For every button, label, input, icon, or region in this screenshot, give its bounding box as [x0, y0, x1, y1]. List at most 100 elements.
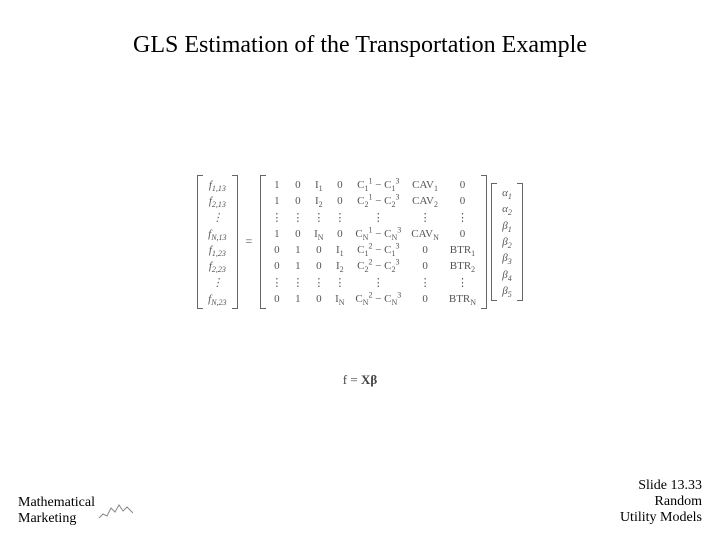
- matrix-cell: C21 − C23: [352, 193, 404, 209]
- page-title: GLS Estimation of the Transportation Exa…: [0, 32, 720, 59]
- vector-entry: α2: [497, 201, 517, 217]
- vector-entry: β3: [497, 250, 516, 266]
- matrix-cell: ⋮: [452, 210, 473, 226]
- matrix-cell: CN2 − CN3: [350, 291, 406, 307]
- matrix-cell: CN1 − CN3: [350, 226, 406, 242]
- matrix-column: 11⋮100⋮0: [266, 175, 287, 309]
- matrix-cell: CAVN: [406, 226, 444, 242]
- matrix-cell: I1: [331, 242, 349, 258]
- vector-entry: fN,13: [203, 226, 231, 242]
- matrix-cell: 0: [417, 258, 433, 274]
- matrix-cell: 0: [290, 193, 306, 209]
- matrix-column: 00⋮011⋮1: [287, 175, 308, 309]
- matrix-cell: BTR1: [445, 242, 480, 258]
- slide: GLS Estimation of the Transportation Exa…: [0, 0, 720, 540]
- matrix-column: 00⋮0I1I2⋮IN: [329, 175, 350, 309]
- bracket-left-icon: [197, 175, 203, 309]
- matrix-cell: 0: [455, 193, 471, 209]
- matrix-cell: IN: [330, 291, 349, 307]
- beta-vector: α1α2β1β2β3β4β5: [491, 183, 523, 301]
- matrix-cell: 0: [455, 226, 471, 242]
- matrix-cell: ⋮: [415, 275, 436, 291]
- matrix-cell: C22 − C23: [352, 258, 404, 274]
- sparkline-icon: [99, 502, 133, 520]
- matrix-cell: 0: [311, 242, 327, 258]
- vector-entry: f1,13: [204, 177, 231, 193]
- matrix-cell: 0: [332, 177, 348, 193]
- vector-entry: β2: [497, 234, 516, 250]
- lhs-column: f1,13f2,13⋮fN,13f1,23f2,23⋮fN,23: [203, 175, 231, 309]
- bracket-right-icon: [481, 175, 487, 309]
- matrix-cell: ⋮: [329, 210, 350, 226]
- matrix-cell: BTRN: [444, 291, 481, 307]
- slide-number: Slide 13.33: [620, 478, 702, 494]
- vector-entry: f2,23: [204, 258, 231, 274]
- footer-right: Slide 13.33 Random Utility Models: [620, 478, 702, 526]
- matrix-cell: IN: [309, 226, 328, 242]
- vector-entry: ⋮: [207, 275, 228, 291]
- matrix-cell: 1: [290, 291, 306, 307]
- equation-block: f1,13f2,13⋮fN,13f1,23f2,23⋮fN,23 = 11⋮10…: [0, 175, 720, 309]
- matrix-cell: ⋮: [308, 210, 329, 226]
- matrix-column: C11 − C13C21 − C23⋮CN1 − CN3C12 − C13C22…: [350, 175, 406, 309]
- matrix-cell: 0: [455, 177, 471, 193]
- matrix-cell: 0: [311, 258, 327, 274]
- footer-left-line2: Marketing: [18, 511, 95, 526]
- vector-entry: β4: [497, 267, 516, 283]
- matrix-cell: ⋮: [368, 275, 389, 291]
- matrix-cell: 1: [290, 242, 306, 258]
- matrix-cell: ⋮: [266, 275, 287, 291]
- matrix-cell: CAV1: [407, 177, 443, 193]
- matrix-cell: 0: [290, 226, 306, 242]
- matrix-cell: 0: [290, 177, 306, 193]
- vector-entry: ⋮: [207, 210, 228, 226]
- matrix-cell: ⋮: [266, 210, 287, 226]
- matrix-cell: I2: [331, 258, 349, 274]
- matrix-cell: CAV2: [407, 193, 443, 209]
- matrix-cell: 0: [332, 193, 348, 209]
- matrix-cell: 0: [417, 291, 433, 307]
- matrix-column: 00⋮0BTR1BTR2⋮BTRN: [444, 175, 481, 309]
- matrix-cell: 0: [332, 226, 348, 242]
- matrix-cell: C11 − C13: [352, 177, 404, 193]
- beta-column: α1α2β1β2β3β4β5: [497, 183, 517, 301]
- vector-entry: fN,23: [203, 291, 231, 307]
- matrix-cell: I1: [310, 177, 328, 193]
- footer-left-line1: Mathematical: [18, 495, 95, 510]
- footer-right-line2: Random: [620, 494, 702, 510]
- matrix-cell: 1: [269, 226, 285, 242]
- matrix-cell: ⋮: [287, 210, 308, 226]
- matrix-cell: 1: [290, 258, 306, 274]
- matrix-cell: 1: [269, 177, 285, 193]
- matrix-cell: ⋮: [452, 275, 473, 291]
- matrix-equation: f1,13f2,13⋮fN,13f1,23f2,23⋮fN,23 = 11⋮10…: [197, 175, 523, 309]
- design-matrix: 11⋮100⋮000⋮011⋮1I1I2⋮IN00⋮000⋮0I1I2⋮INC1…: [260, 175, 487, 309]
- bracket-right-icon: [517, 183, 523, 301]
- vector-entry: f2,13: [204, 193, 231, 209]
- matrix-cell: I2: [310, 193, 328, 209]
- bracket-right-icon: [232, 175, 238, 309]
- footer-right-line3: Utility Models: [620, 510, 702, 526]
- vector-entry: β1: [497, 218, 516, 234]
- matrix-cell: C12 − C13: [352, 242, 404, 258]
- matrix-cell: 0: [269, 291, 285, 307]
- matrix-cell: BTR2: [445, 258, 480, 274]
- vector-entry: α1: [497, 185, 517, 201]
- matrix-cell: ⋮: [329, 275, 350, 291]
- vector-entry: f1,23: [204, 242, 231, 258]
- matrix-cell: 0: [311, 291, 327, 307]
- footer-left: Mathematical Marketing: [18, 495, 133, 526]
- matrix-cell: 0: [417, 242, 433, 258]
- matrix-cell: ⋮: [368, 210, 389, 226]
- matrix-column: I1I2⋮IN00⋮0: [308, 175, 329, 309]
- lhs-vector: f1,13f2,13⋮fN,13f1,23f2,23⋮fN,23: [197, 175, 237, 309]
- matrix-cell: ⋮: [308, 275, 329, 291]
- matrix-cell: 0: [269, 242, 285, 258]
- compact-equation: f = Xβ: [0, 372, 720, 388]
- footer-left-text: Mathematical Marketing: [18, 495, 95, 526]
- bracket-left-icon: [491, 183, 497, 301]
- matrix-cell: ⋮: [287, 275, 308, 291]
- equals-sign: =: [242, 234, 257, 250]
- bracket-left-icon: [260, 175, 266, 309]
- vector-entry: β5: [497, 283, 516, 299]
